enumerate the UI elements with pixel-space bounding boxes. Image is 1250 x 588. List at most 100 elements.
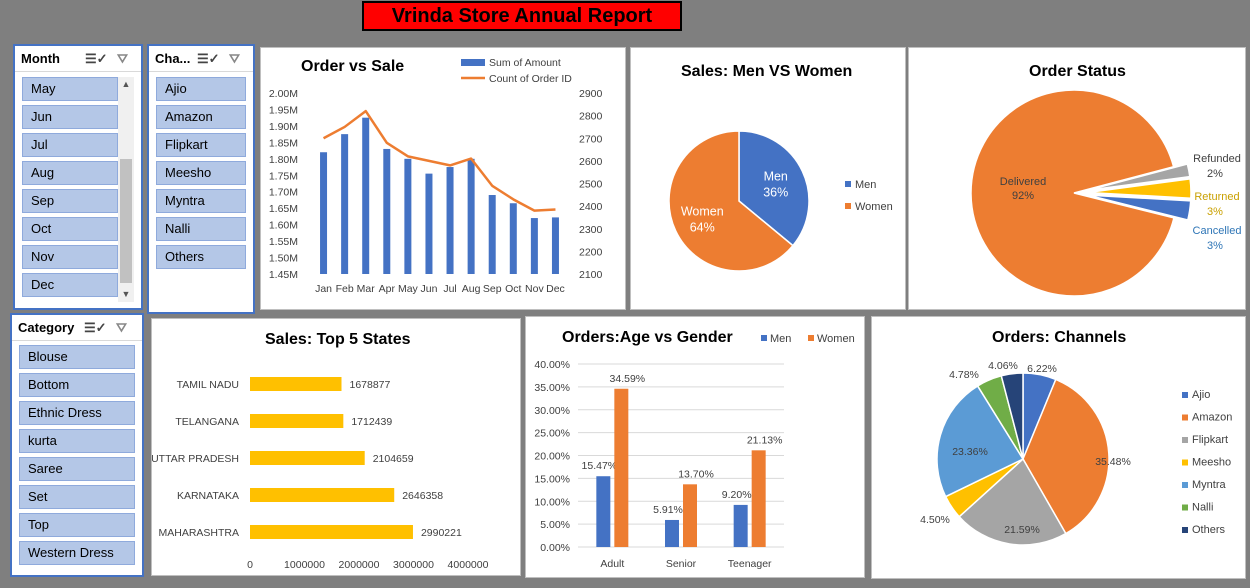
- slicer-item-myntra[interactable]: Myntra: [156, 189, 246, 213]
- scroll-up-icon[interactable]: ▲: [121, 79, 131, 89]
- y-tick-label: 25.00%: [534, 428, 570, 440]
- slice-label: Men: [764, 170, 788, 184]
- legend-swatch: [1182, 392, 1188, 398]
- slicer-item-western-dress[interactable]: Western Dress: [19, 541, 135, 565]
- slicer-title: Month: [21, 51, 60, 66]
- bar-men-senior: [665, 519, 679, 547]
- men-vs-women-panel: Sales: Men VS Women Men 36% Men Women 64% Wom…: [630, 47, 906, 310]
- slicer-item-dec[interactable]: Dec: [22, 273, 118, 297]
- clear-filter-icon[interactable]: ⛛: [229, 50, 240, 66]
- bar-aug: [467, 158, 475, 274]
- slicer-item-jun[interactable]: Jun: [22, 105, 118, 129]
- x-tick-label: Nov: [525, 283, 544, 295]
- slicer-item-nov[interactable]: Nov: [22, 245, 118, 269]
- bar-may: [404, 158, 412, 274]
- order-status-chart: Delivered 92% Refunded 2% Returned 3% Cancelle…: [970, 89, 1242, 297]
- slicer-item-amazon[interactable]: Amazon: [156, 105, 246, 129]
- x-tick-label: 0: [247, 559, 253, 571]
- right-tick-label: 2700: [579, 133, 603, 145]
- slicer-item-aug[interactable]: Aug: [22, 161, 118, 185]
- chart-title: Sales: Top 5 States: [265, 331, 411, 348]
- slicer-item-nalli[interactable]: Nalli: [156, 217, 246, 241]
- slice-value: 6.22%: [1027, 363, 1057, 375]
- slicer-item-jul[interactable]: Jul: [22, 133, 118, 157]
- bar-value-label: 13.70%: [678, 468, 714, 480]
- x-tick-label: Feb: [336, 283, 354, 295]
- legend-label: Meesho: [1192, 457, 1231, 469]
- slice-refunded: [1087, 163, 1191, 192]
- state-label: MAHARASHTRA: [158, 527, 239, 539]
- slice-value: 4.06%: [988, 360, 1018, 372]
- legend-label: Amazon: [1192, 412, 1232, 424]
- scroll-down-icon[interactable]: ▼: [121, 289, 131, 299]
- order-vs-sale-chart: 1.45M 1.50M 1.55M 1.60M 1.65M 1.70M 1.75M 1.80M…: [269, 57, 603, 295]
- slice-value: 64%: [690, 220, 715, 234]
- slicer-item-set[interactable]: Set: [19, 485, 135, 509]
- legend-label: Sum of Amount: [489, 57, 561, 69]
- slice-value: 2%: [1207, 168, 1223, 180]
- slicer-item-others[interactable]: Others: [156, 245, 246, 269]
- state-label: TAMIL NADU: [177, 379, 239, 391]
- scroll-thumb[interactable]: [120, 159, 132, 283]
- slicer-item-oct[interactable]: Oct: [22, 217, 118, 241]
- legend-label: Men: [770, 333, 791, 345]
- slicer-item-meesho[interactable]: Meesho: [156, 161, 246, 185]
- bar-maharashtra: [250, 525, 413, 539]
- slice-value: 36%: [763, 186, 788, 200]
- slicer-item-blouse[interactable]: Blouse: [19, 345, 135, 369]
- left-tick-label: 1.50M: [269, 253, 298, 265]
- chart-title: Sales: Men VS Women: [681, 63, 853, 80]
- slicer-item-flipkart[interactable]: Flipkart: [156, 133, 246, 157]
- clear-filter-icon[interactable]: ⛛: [116, 319, 127, 335]
- y-tick-label: 35.00%: [534, 382, 570, 394]
- slice-value: 92%: [1012, 190, 1034, 202]
- slice-value: 35.48%: [1095, 456, 1131, 468]
- slicer-item-bottom[interactable]: Bottom: [19, 373, 135, 397]
- left-tick-label: 1.75M: [269, 170, 298, 182]
- age-vs-gender-chart: 0.00% 5.00% 10.00% 15.00% 20.00% 25.00% 30.00%…: [534, 333, 855, 570]
- slicer-item-ethnic-dress[interactable]: Ethnic Dress: [19, 401, 135, 425]
- bar-dec: [551, 217, 559, 274]
- x-tick-label: Teenager: [728, 558, 772, 570]
- legend-label: Women: [817, 333, 855, 345]
- order-status-panel: Order Status Delivered 92% Refunded 2% Retur…: [908, 47, 1246, 310]
- bar-value-label: 15.47%: [582, 460, 618, 472]
- legend-label: Men: [855, 179, 876, 191]
- bar-jul: [446, 167, 454, 274]
- top-states-chart: TAMIL NADU 1678877 TELANGANA 1712439 UTTAR P…: [151, 377, 489, 571]
- left-tick-label: 1.45M: [269, 269, 298, 281]
- slice-label: Cancelled: [1193, 225, 1242, 237]
- slicer-item-top[interactable]: Top: [19, 513, 135, 537]
- slice-value: 3%: [1207, 240, 1223, 252]
- slicer-item-may[interactable]: May: [22, 77, 118, 101]
- bar-women-adult: [614, 388, 629, 547]
- slice-returned: [1087, 177, 1192, 200]
- x-tick-label: Jan: [315, 283, 332, 295]
- clear-filter-icon[interactable]: ⛛: [117, 50, 128, 66]
- month-slicer: Month ☰✓ ⛛ ▲ ▼ May Jun Jul Aug Sep Oct Nov Dec: [13, 44, 143, 310]
- top-states-panel: Sales: Top 5 States TAMIL NADU 1678877 TEL…: [151, 318, 521, 576]
- slicer-scrollbar[interactable]: ▲ ▼: [118, 77, 134, 302]
- slicer-item-ajio[interactable]: Ajio: [156, 77, 246, 101]
- legend-swatch: [1182, 482, 1188, 488]
- x-tick-label: Apr: [379, 283, 396, 295]
- bar-value-label: 5.91%: [653, 504, 683, 516]
- bar-apr: [383, 148, 391, 274]
- bar-value-label: 2646358: [402, 490, 443, 502]
- y-tick-label: 5.00%: [540, 519, 570, 531]
- slice-flipkart: [958, 457, 1067, 546]
- slicer-item-kurta[interactable]: kurta: [19, 429, 135, 453]
- multi-select-icon[interactable]: ☰✓: [84, 319, 107, 335]
- bar-tamil-nadu: [250, 377, 342, 391]
- bar-sep: [488, 195, 496, 274]
- right-tick-label: 2200: [579, 246, 603, 258]
- multi-select-icon[interactable]: ☰✓: [197, 50, 220, 66]
- slicer-item-saree[interactable]: Saree: [19, 457, 135, 481]
- order-count-line: [322, 109, 556, 212]
- slicer-item-sep[interactable]: Sep: [22, 189, 118, 213]
- state-label: KARNATAKA: [177, 490, 239, 502]
- legend-label: Myntra: [1192, 479, 1227, 491]
- slice-men: [738, 130, 810, 247]
- x-tick-label: 3000000: [393, 559, 434, 571]
- multi-select-icon[interactable]: ☰✓: [85, 50, 108, 66]
